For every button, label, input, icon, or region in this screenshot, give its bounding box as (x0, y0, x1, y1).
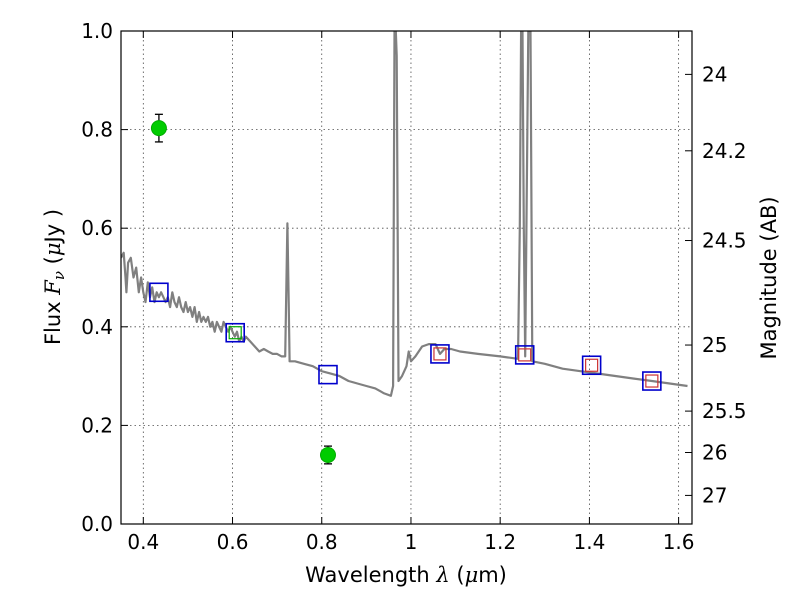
y-tick-label: 1.0 (81, 19, 113, 43)
y2-tick-label: 25.5 (702, 399, 747, 423)
x-tick-label: 1.6 (663, 530, 695, 554)
y-axis-label: Flux Fν (μJy ) (41, 209, 68, 345)
grid-lines (121, 30, 692, 525)
y2-tick-label: 24.2 (702, 139, 747, 163)
observed-photometry-point (433, 347, 447, 361)
y-tick-label: 0.2 (81, 413, 113, 437)
y-tick-label: 0.0 (81, 512, 113, 536)
model-photometry-point (642, 371, 662, 391)
y2-tick-label: 24.5 (702, 229, 747, 253)
y2-tick-label: 24 (702, 62, 727, 86)
observed-photometry-point (228, 326, 242, 340)
y2-tick-label: 25 (702, 333, 727, 357)
y2-axis-label: Magnitude (AB) (757, 196, 781, 359)
x-tick-label: 1 (405, 530, 418, 554)
y-tick-label: 0.4 (81, 315, 113, 339)
model-photometry-point (149, 282, 169, 303)
model-photometry-point (581, 355, 602, 376)
model-photometry-point (514, 345, 535, 365)
model-photometry-point (318, 364, 338, 385)
x-tick-label: 1.4 (573, 530, 605, 554)
x-tick-label: 0.8 (306, 530, 338, 554)
model-photometry-point (225, 322, 245, 343)
x-tick-label: 1.2 (484, 530, 516, 554)
x-axis-label: Wavelength λ (μm) (305, 563, 507, 587)
x-tick-label: 0.6 (217, 530, 249, 554)
plot-content (121, 31, 688, 465)
spectrum-line (121, 31, 688, 397)
x-tick-label: 0.4 (127, 530, 159, 554)
axis-ticks: 0.4 0.6 0.8 1 1.2 1.4 1.6 0.0 0.2 0.4 0.6 0.8 1.0 24 2… (81, 19, 746, 554)
plot-frame (120, 30, 693, 525)
y2-tick-label: 26 (702, 441, 727, 465)
observed-photometry-point (585, 358, 599, 372)
observed-photometry-point (518, 348, 532, 362)
y-tick-label: 0.6 (81, 216, 113, 240)
y-tick-label: 0.8 (81, 118, 113, 142)
observed-photometry-point (645, 374, 659, 388)
model-photometry-point (430, 344, 450, 364)
detection-point (150, 120, 167, 137)
detection-point (319, 446, 336, 463)
y2-tick-label: 27 (702, 483, 727, 507)
